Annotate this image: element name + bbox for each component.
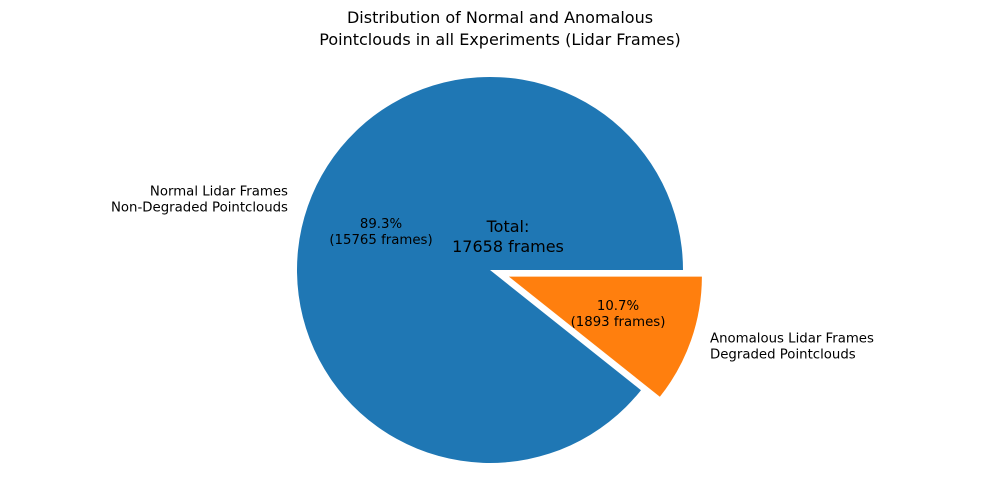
category-label-anomalous-line1: Anomalous Lidar Frames xyxy=(710,331,874,347)
pct-label-normal-percent: 89.3% xyxy=(359,217,403,232)
total-annotation: Total: 17658 frames xyxy=(452,217,564,257)
category-label-normal-line1: Normal Lidar Frames xyxy=(149,184,288,200)
category-label-anomalous-line2: Degraded Pointclouds xyxy=(710,347,856,362)
total-annotation-line2: 17658 frames xyxy=(452,237,564,256)
category-label-normal: Normal Lidar Frames Non-Degraded Pointcl… xyxy=(111,185,288,216)
pct-label-normal-frames: (15765 frames) xyxy=(329,233,433,248)
category-label-anomalous: Anomalous Lidar Frames Degraded Pointclo… xyxy=(710,332,874,363)
chart-title-line1: Distribution of Normal and Anomalous xyxy=(346,8,654,27)
chart-title: Distribution of Normal and Anomalous Poi… xyxy=(319,7,680,51)
pie-slice-normal xyxy=(297,76,683,463)
pct-label-anomalous: 10.7% (1893 frames) xyxy=(571,299,666,331)
pct-label-anomalous-frames: (1893 frames) xyxy=(570,315,666,330)
pct-label-anomalous-percent: 10.7% xyxy=(596,299,640,314)
pie-slice-anomalous xyxy=(508,276,702,397)
chart-title-line2: Pointclouds in all Experiments (Lidar Fr… xyxy=(319,30,681,49)
category-label-normal-line2: Non-Degraded Pointclouds xyxy=(110,200,288,215)
total-annotation-line1: Total: xyxy=(486,217,530,236)
pct-label-normal: 89.3% (15765 frames) xyxy=(329,217,432,249)
